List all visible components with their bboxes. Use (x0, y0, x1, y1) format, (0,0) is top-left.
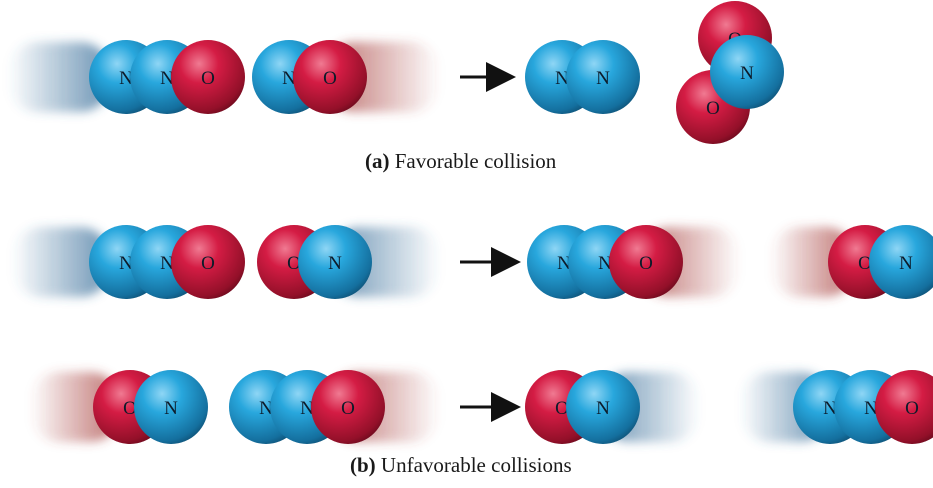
caption-a-letter: (a) (365, 149, 390, 173)
nitrogen-label: N (160, 253, 174, 274)
nitrogen-atom: N (869, 225, 933, 299)
caption-a: (a) Favorable collision (365, 149, 556, 174)
nitrogen-label: N (282, 68, 296, 89)
nitrogen-label: N (899, 253, 913, 274)
oxygen-label: O (858, 253, 872, 274)
nitrogen-label: N (328, 253, 342, 274)
nitrogen-label: N (823, 398, 837, 419)
nitrogen-label: N (555, 68, 569, 89)
nitrogen-label: N (740, 63, 754, 84)
oxygen-atom: O (171, 40, 245, 114)
oxygen-atom: O (875, 370, 933, 444)
molecule-layer: NNONONNOONNNOONNNOONONNNOONNNO (89, 1, 933, 444)
nitrogen-label: N (598, 253, 612, 274)
oxygen-label: O (287, 253, 301, 274)
oxygen-label: O (639, 253, 653, 274)
oxygen-label: O (341, 398, 355, 419)
nitrogen-label: N (119, 253, 133, 274)
nitrogen-label: N (164, 398, 178, 419)
nitrogen-atom: N (566, 40, 640, 114)
nitrogen-label: N (864, 398, 878, 419)
nitrogen-label: N (557, 253, 571, 274)
oxygen-label: O (123, 398, 137, 419)
oxygen-label: O (905, 398, 919, 419)
nitrogen-atom: N (710, 35, 784, 109)
nitrogen-label: N (596, 398, 610, 419)
nitrogen-label: N (596, 68, 610, 89)
motion-blur-trail (8, 42, 110, 112)
oxygen-atom: O (171, 225, 245, 299)
nitrogen-atom: N (566, 370, 640, 444)
nitrogen-label: N (259, 398, 273, 419)
caption-b: (b) Unfavorable collisions (350, 453, 572, 478)
motion-blur-trail (12, 227, 110, 297)
nitrogen-label: N (300, 398, 314, 419)
caption-a-text: Favorable collision (394, 149, 557, 173)
oxygen-label: O (201, 68, 215, 89)
caption-b-letter: (b) (350, 453, 376, 477)
arrow-layer (460, 62, 521, 422)
oxygen-atom: O (609, 225, 683, 299)
oxygen-label: O (706, 98, 720, 119)
oxygen-atom: O (311, 370, 385, 444)
nitrogen-label: N (160, 68, 174, 89)
oxygen-label: O (201, 253, 215, 274)
oxygen-atom: O (293, 40, 367, 114)
nitrogen-atom: N (298, 225, 372, 299)
nitrogen-atom: N (134, 370, 208, 444)
nitrogen-label: N (119, 68, 133, 89)
oxygen-label: O (555, 398, 569, 419)
oxygen-label: O (323, 68, 337, 89)
caption-b-text: Unfavorable collisions (380, 453, 572, 477)
